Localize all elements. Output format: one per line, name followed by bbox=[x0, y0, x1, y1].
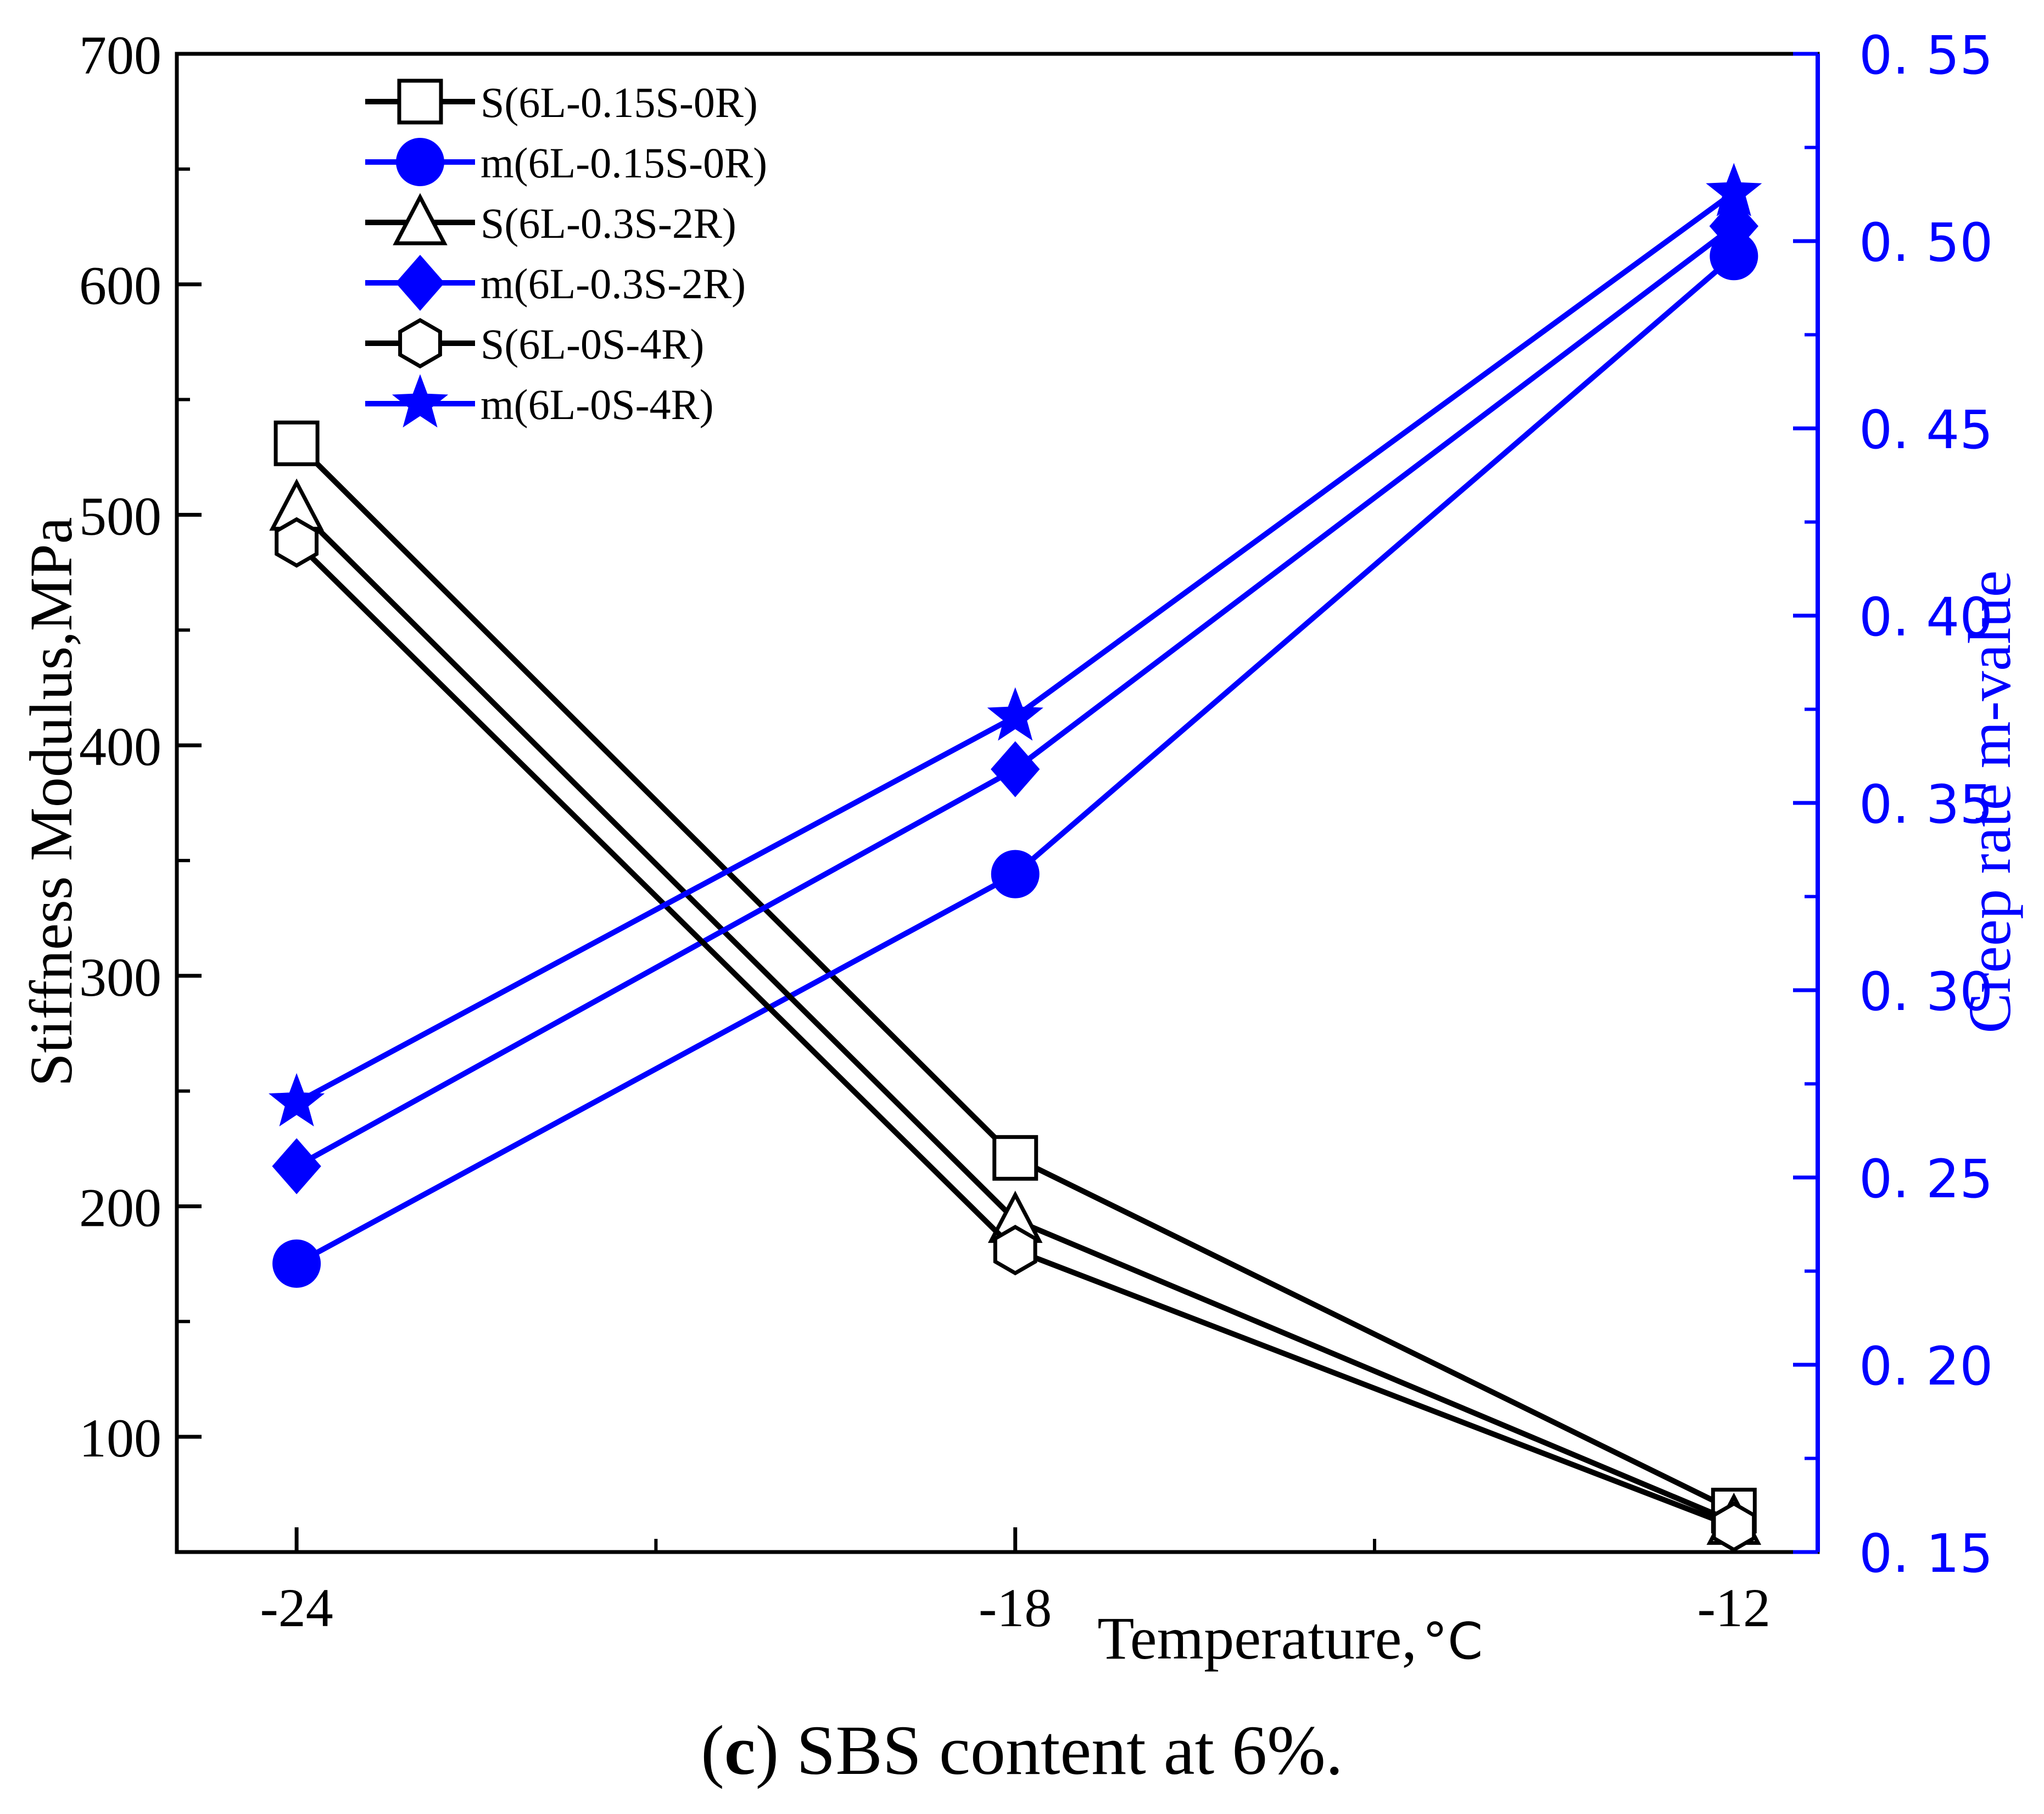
data-point-diamond bbox=[272, 1138, 321, 1195]
legend-marker-diamond bbox=[395, 254, 445, 311]
data-point-hexagon bbox=[1712, 1501, 1756, 1552]
data-point-star bbox=[269, 1073, 325, 1127]
x-axis-label: Temperature, bbox=[1097, 1605, 1417, 1672]
x-tick-label: -18 bbox=[979, 1577, 1052, 1638]
legend-marker-star bbox=[392, 374, 449, 428]
legend-entry: m(6L-0.15S-0R) bbox=[365, 138, 767, 187]
series-4 bbox=[275, 517, 1756, 1552]
legend-entry: m(6L-0.3S-2R) bbox=[365, 254, 746, 311]
y-left-tick-label: 700 bbox=[79, 25, 161, 86]
y-right-tick-label: 0. 40 bbox=[1859, 587, 1993, 648]
legend-marker-square bbox=[397, 79, 443, 125]
legend-entry: S(6L-0.15S-0R) bbox=[365, 79, 758, 126]
series-layer bbox=[269, 163, 1762, 1552]
y-right-tick-label: 0. 25 bbox=[1859, 1148, 1993, 1210]
data-point-star bbox=[1706, 163, 1762, 216]
caption-close: ) bbox=[756, 1711, 779, 1789]
legend-marker-circle bbox=[396, 138, 444, 186]
y-right-tick-label: 0. 20 bbox=[1859, 1336, 1993, 1397]
data-point-star bbox=[987, 687, 1043, 741]
y-right-tick-label: 0. 45 bbox=[1859, 399, 1993, 461]
y-right-tick-label: 0. 55 bbox=[1859, 25, 1993, 86]
caption-text: SBS content at 6%. bbox=[779, 1711, 1343, 1789]
data-point-diamond bbox=[991, 741, 1040, 797]
legend-label: m(6L-0S-4R) bbox=[481, 381, 714, 428]
legend-marker-triangle bbox=[393, 193, 448, 245]
data-point-circle bbox=[272, 1239, 321, 1288]
caption-open: ( bbox=[701, 1711, 724, 1789]
legend-entry: S(6L-0S-4R) bbox=[365, 317, 704, 369]
legend-entry: m(6L-0S-4R) bbox=[365, 374, 714, 428]
series-3 bbox=[272, 198, 1758, 1195]
y-right-tick-label: 0. 50 bbox=[1859, 212, 1993, 274]
legend-label: m(6L-0.3S-2R) bbox=[481, 260, 746, 308]
series-line bbox=[294, 441, 1735, 1513]
x-tick-label: -12 bbox=[1697, 1577, 1771, 1638]
y-axis-left-label: Stiffness Modulus,MPa bbox=[18, 517, 85, 1087]
legend-label: S(6L-0.3S-2R) bbox=[481, 199, 736, 247]
tick-layer: 100 200 300 400 500 600 700 0. 15 0. 20 0. 25 0. 3… bbox=[79, 25, 1993, 1638]
y-right-tick-label: 0. 15 bbox=[1859, 1523, 1993, 1584]
legend: S(6L-0.15S-0R) m(6L-0.15S-0R) S(6L-0.3S-2R… bbox=[365, 79, 767, 428]
data-point-square bbox=[992, 1135, 1038, 1181]
data-point-circle bbox=[991, 850, 1040, 898]
y-left-tick-label: 100 bbox=[79, 1408, 161, 1469]
y-right-tick-label: 0. 30 bbox=[1859, 961, 1993, 1023]
y-left-tick-label: 300 bbox=[79, 947, 161, 1008]
legend-label: S(6L-0.15S-0R) bbox=[481, 79, 758, 126]
series-1 bbox=[272, 232, 1758, 1288]
x-tick-label: -24 bbox=[260, 1577, 333, 1638]
legend-label: S(6L-0S-4R) bbox=[481, 320, 704, 368]
legend-marker-hexagon bbox=[398, 317, 442, 369]
legend-label: m(6L-0.15S-0R) bbox=[481, 139, 767, 187]
y-axis-right-label: Creep rate m-value bbox=[1956, 571, 2023, 1034]
series-5 bbox=[269, 163, 1762, 1127]
data-point-diamond bbox=[1709, 198, 1758, 254]
figure-caption: (c) SBS content at 6%. bbox=[701, 1711, 1343, 1789]
y-left-tick-label: 400 bbox=[79, 716, 161, 777]
legend-entry: S(6L-0.3S-2R) bbox=[365, 193, 736, 247]
y-right-tick-label: 0. 35 bbox=[1859, 774, 1993, 835]
series-0 bbox=[273, 420, 1757, 1533]
y-left-tick-label: 500 bbox=[79, 485, 161, 546]
y-left-tick-label: 200 bbox=[79, 1177, 161, 1238]
y-left-tick-label: 600 bbox=[79, 255, 161, 316]
data-point-square bbox=[273, 420, 320, 466]
caption-letter: c bbox=[724, 1711, 756, 1789]
x-axis-unit: °C bbox=[1422, 1612, 1483, 1671]
data-point-hexagon bbox=[993, 1225, 1037, 1276]
data-point-hexagon bbox=[275, 517, 319, 568]
